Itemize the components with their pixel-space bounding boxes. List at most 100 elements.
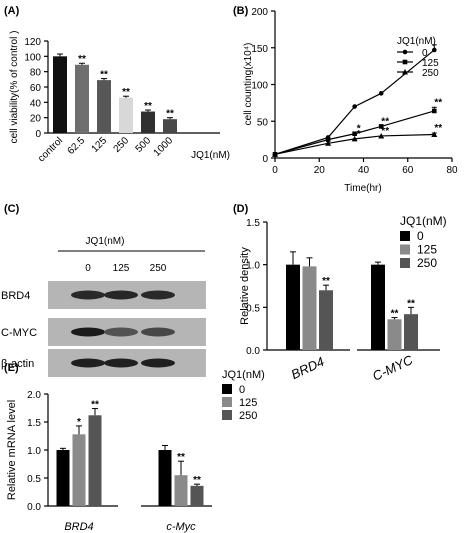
blot-band-c bbox=[71, 327, 105, 337]
data-point-b bbox=[325, 137, 331, 142]
panel-label-d: (D) bbox=[233, 203, 249, 215]
legend-swatch-d bbox=[400, 258, 410, 268]
bar-a bbox=[53, 56, 67, 134]
bar-d bbox=[387, 319, 402, 350]
blot-band-c bbox=[104, 327, 138, 337]
y-tick-label-a: 80 bbox=[30, 68, 42, 79]
y-tick-label-e: 1.5 bbox=[27, 418, 41, 429]
y-tick-label-a: 0 bbox=[35, 129, 41, 140]
y-tick-label-d: 1.0 bbox=[246, 261, 260, 272]
y-tick-label-d: 0.5 bbox=[246, 303, 260, 314]
y-tick-label-d: 1.5 bbox=[246, 218, 260, 229]
y-axis-title-d: Relative density bbox=[239, 247, 251, 325]
significance-d: ** bbox=[322, 276, 330, 287]
x-axis-title-a: JQ1(nM) bbox=[191, 150, 230, 161]
significance-d: ** bbox=[391, 309, 399, 320]
x-axis-title-b: Time(hr) bbox=[344, 183, 381, 194]
legend-label-b: 0 bbox=[422, 48, 428, 59]
significance-e: ** bbox=[177, 452, 185, 463]
x-tick-label-a: 1000 bbox=[152, 135, 176, 159]
legend-title-e: JQ1(nM) bbox=[222, 369, 265, 381]
legend-label-d: 125 bbox=[417, 243, 437, 257]
y-tick-label-a: 60 bbox=[30, 83, 42, 94]
data-point-b bbox=[352, 131, 357, 137]
panel-label-a: (A) bbox=[4, 5, 20, 17]
data-point-b bbox=[431, 131, 438, 137]
row-label-c: BRD4 bbox=[1, 290, 30, 302]
row-label-c: C-MYC bbox=[1, 327, 37, 339]
bar-e bbox=[190, 485, 204, 506]
y-axis-title-e: Relative mRNA level bbox=[6, 400, 18, 500]
legend-swatch-d bbox=[400, 244, 410, 255]
significance-a: ** bbox=[122, 87, 130, 98]
significance-b: ** bbox=[381, 116, 389, 127]
bar-a bbox=[75, 64, 89, 133]
row-label-c: β-actin bbox=[1, 358, 34, 370]
x-tick-label-a: 62.5 bbox=[66, 135, 88, 157]
blot-band-c bbox=[141, 358, 175, 368]
significance-b: ** bbox=[434, 97, 442, 108]
y-axis-title-b: cell counting(x10⁴) bbox=[243, 43, 254, 126]
significance-b: * bbox=[357, 129, 361, 140]
x-tick-label-b: 60 bbox=[402, 165, 414, 176]
bar-a bbox=[119, 97, 133, 133]
data-point-b bbox=[272, 151, 278, 157]
bar-e bbox=[72, 434, 86, 506]
significance-e: * bbox=[77, 417, 81, 428]
significance-e: ** bbox=[193, 475, 201, 486]
legend-label-b: 250 bbox=[422, 68, 439, 79]
data-point-b bbox=[432, 108, 437, 114]
significance-a: ** bbox=[144, 101, 152, 112]
lane-label-c: 250 bbox=[150, 263, 167, 274]
x-tick-label-b: 40 bbox=[358, 165, 370, 176]
legend-label-d: 0 bbox=[417, 229, 424, 243]
legend-swatch-e bbox=[222, 410, 232, 420]
y-tick-label-e: 0.5 bbox=[27, 474, 41, 485]
bar-d bbox=[404, 314, 418, 350]
bar-e bbox=[56, 450, 70, 506]
legend-swatch-e bbox=[222, 397, 232, 407]
y-tick-label-b: 0 bbox=[262, 154, 268, 165]
legend-label-b: 125 bbox=[422, 58, 439, 69]
legend-label-e: 250 bbox=[239, 410, 257, 422]
legend-label-d: 250 bbox=[417, 256, 437, 270]
bar-a bbox=[141, 111, 155, 133]
significance-a: ** bbox=[166, 109, 174, 120]
significance-e: ** bbox=[91, 400, 99, 411]
legend-swatch-e bbox=[222, 384, 232, 394]
y-tick-label-b: 100 bbox=[251, 81, 268, 92]
x-tick-label-e: BRD4 bbox=[64, 521, 93, 533]
y-tick-label-e: 0.0 bbox=[27, 502, 41, 513]
legend-label-e: 0 bbox=[239, 384, 245, 396]
x-tick-label-b: 20 bbox=[314, 165, 326, 176]
bar-d bbox=[371, 264, 385, 350]
bar-a bbox=[97, 80, 111, 133]
x-tick-label-b: 80 bbox=[446, 165, 458, 176]
bar-a bbox=[163, 119, 177, 133]
blot-band-c bbox=[71, 358, 105, 368]
x-tick-label-b: 0 bbox=[272, 165, 278, 176]
bar-e bbox=[158, 450, 172, 506]
y-tick-label-b: 150 bbox=[251, 44, 268, 55]
blot-band-c bbox=[141, 327, 175, 337]
significance-b: ** bbox=[381, 126, 389, 137]
bar-d bbox=[319, 290, 333, 350]
lane-label-c: 0 bbox=[85, 263, 91, 274]
legend-title-d: JQ1(nM) bbox=[400, 214, 447, 228]
bar-d bbox=[286, 264, 300, 350]
panel-label-c: (C) bbox=[4, 203, 20, 215]
significance-b: ** bbox=[434, 123, 442, 134]
data-point-b bbox=[352, 104, 357, 109]
data-point-b bbox=[432, 47, 437, 53]
x-tick-label-d: BRD4 bbox=[289, 354, 327, 382]
blot-band-c bbox=[104, 290, 138, 300]
x-tick-label-a: 125 bbox=[90, 135, 110, 155]
legend-swatch-d bbox=[400, 231, 410, 241]
legend-title-b: JQ1(nM) bbox=[397, 36, 436, 47]
legend-marker-b bbox=[402, 49, 408, 55]
y-tick-label-b: 200 bbox=[251, 7, 268, 18]
x-tick-label-a: 250 bbox=[112, 135, 132, 155]
bar-e bbox=[174, 475, 188, 506]
significance-a: ** bbox=[100, 70, 108, 81]
